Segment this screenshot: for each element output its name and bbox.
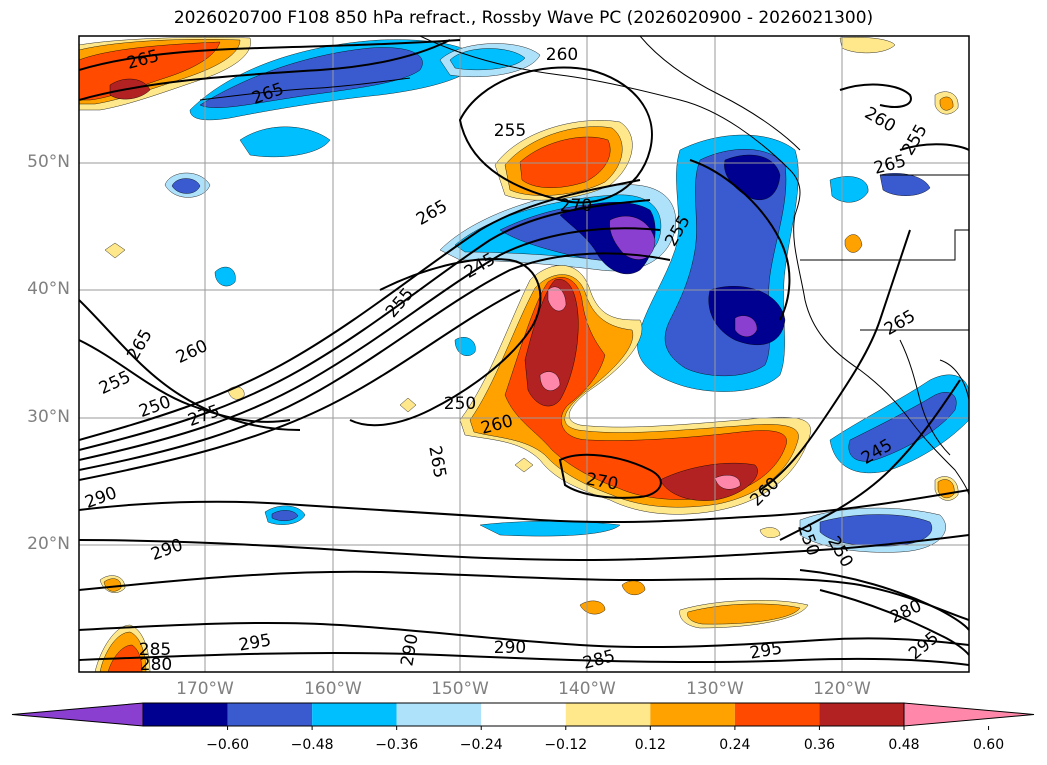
colorbar-segment bbox=[565, 703, 651, 726]
longitude-label: 170°W bbox=[176, 679, 234, 699]
shading-region bbox=[829, 176, 869, 203]
shading-region bbox=[399, 397, 417, 413]
colorbar-segment bbox=[312, 703, 397, 726]
contour-label: 255 bbox=[494, 121, 526, 141]
colorbar-tick-label: −0.24 bbox=[459, 737, 503, 753]
colorbar-tick-label: 0.24 bbox=[719, 737, 751, 753]
shading-region bbox=[659, 463, 758, 501]
shading-region bbox=[239, 126, 331, 157]
colorbar-segment bbox=[819, 703, 904, 726]
shading-region bbox=[214, 266, 236, 287]
colorbar-segment bbox=[481, 703, 566, 726]
shading-region bbox=[449, 48, 526, 71]
longitude-label: 160°W bbox=[304, 679, 362, 699]
colorbar-segment bbox=[396, 703, 482, 726]
colorbar-tick-label: 0.48 bbox=[888, 737, 920, 753]
shading-region bbox=[848, 392, 957, 462]
colorbar-tick-label: −0.12 bbox=[544, 737, 588, 753]
shading-region bbox=[734, 315, 758, 337]
colorbar-tick-label: −0.60 bbox=[206, 737, 249, 753]
longitude-label: 140°W bbox=[558, 679, 616, 699]
shading-region bbox=[687, 603, 801, 625]
shading-region bbox=[939, 96, 954, 111]
shading-region bbox=[524, 279, 579, 407]
contour-label: 260 bbox=[546, 45, 578, 65]
colorbar-segment bbox=[650, 703, 735, 726]
coastlines bbox=[199, 36, 969, 496]
colorbar bbox=[11, 702, 1035, 730]
shading-region bbox=[844, 234, 863, 253]
longitude-label: 120°W bbox=[813, 679, 871, 699]
colorbar-extend-min bbox=[11, 702, 144, 727]
colorbar-tick-label: 0.12 bbox=[634, 737, 666, 753]
latitude-label: 50°N bbox=[27, 152, 70, 172]
colorbar-extend-max bbox=[903, 702, 1035, 727]
colorbar-tick-label: −0.36 bbox=[375, 737, 419, 753]
contour-label: 270 bbox=[560, 196, 592, 216]
shading-region bbox=[708, 286, 786, 346]
map-frame bbox=[78, 35, 970, 673]
shading-region bbox=[621, 580, 646, 596]
latitude-label: 20°N bbox=[27, 534, 70, 554]
shading-region bbox=[547, 286, 567, 312]
shading-region bbox=[171, 178, 201, 194]
shading-region bbox=[479, 521, 621, 537]
shading-region bbox=[514, 457, 534, 473]
contour-label: 250 bbox=[444, 394, 476, 414]
contour-label: 280 bbox=[140, 655, 172, 675]
shading-region bbox=[759, 527, 781, 538]
latitude-label: 40°N bbox=[27, 279, 70, 299]
contour-label: 290 bbox=[494, 638, 526, 658]
plot-title: 2026020700 F108 850 hPa refract., Rossby… bbox=[173, 8, 874, 28]
shading-region bbox=[199, 47, 423, 108]
contour-label: 285 bbox=[139, 640, 171, 660]
colorbar-segment bbox=[143, 703, 228, 726]
shading-region bbox=[714, 475, 741, 490]
longitude-label: 150°W bbox=[431, 679, 489, 699]
anomaly-shading bbox=[79, 37, 969, 672]
colorbar-segment bbox=[734, 703, 820, 726]
longitude-label: 130°W bbox=[686, 679, 744, 699]
latitude-label: 30°N bbox=[27, 407, 70, 427]
shading-region bbox=[879, 173, 931, 196]
refractivity-contours bbox=[79, 39, 969, 666]
shading-region bbox=[104, 242, 126, 259]
shading-region bbox=[103, 578, 122, 592]
colorbar-tick-label: 0.60 bbox=[972, 737, 1005, 753]
shading-region bbox=[839, 37, 896, 54]
colorbar-segment bbox=[227, 703, 313, 726]
shading-region bbox=[579, 600, 606, 615]
colorbar-tick-label: −0.48 bbox=[290, 737, 334, 753]
shading-region bbox=[271, 510, 299, 521]
shading-region bbox=[539, 371, 561, 391]
colorbar-tick-label: 0.36 bbox=[803, 737, 836, 753]
